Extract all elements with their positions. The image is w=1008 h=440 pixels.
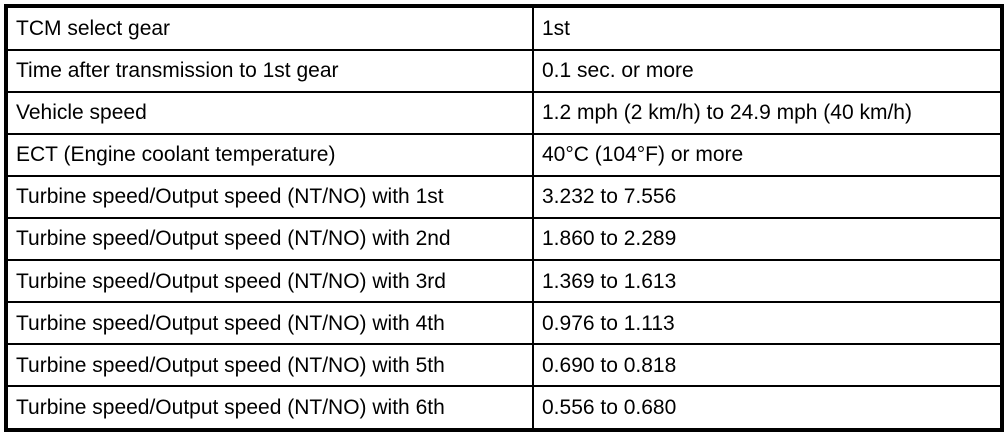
row-value: 3.232 to 7.556 (532, 174, 1003, 219)
row-value: 0.690 to 0.818 (532, 343, 1003, 388)
row-value: 0.976 to 1.113 (532, 301, 1003, 346)
table-row: Turbine speed/Output speed (NT/NO) with … (5, 174, 1003, 219)
table-row: Turbine speed/Output speed (NT/NO) with … (5, 343, 1003, 388)
row-label: Turbine speed/Output speed (NT/NO) with … (5, 174, 534, 219)
table-row: Turbine speed/Output speed (NT/NO) with … (5, 385, 1003, 431)
table-row: Time after transmission to 1st gear 0.1 … (5, 48, 1003, 93)
table-row: Turbine speed/Output speed (NT/NO) with … (5, 216, 1003, 262)
row-label: Turbine speed/Output speed (NT/NO) with … (5, 259, 534, 304)
row-value: 0.1 sec. or more (532, 48, 1003, 93)
row-value: 1.860 to 2.289 (532, 216, 1003, 262)
row-label: ECT (Engine coolant temperature) (5, 132, 534, 177)
monitor-condition-table: TCM select gear 1st Time after transmiss… (4, 4, 1004, 432)
row-label: Turbine speed/Output speed (NT/NO) with … (5, 301, 534, 346)
table-row: ECT (Engine coolant temperature) 40°C (1… (5, 132, 1003, 177)
row-label: Turbine speed/Output speed (NT/NO) with … (5, 385, 534, 431)
row-label: TCM select gear (5, 5, 534, 51)
table-row: Turbine speed/Output speed (NT/NO) with … (5, 259, 1003, 304)
row-value: 40°C (104°F) or more (532, 132, 1003, 177)
row-label: Turbine speed/Output speed (NT/NO) with … (5, 216, 534, 262)
row-value: 1.369 to 1.613 (532, 259, 1003, 304)
row-label: Turbine speed/Output speed (NT/NO) with … (5, 343, 534, 388)
table-row: Vehicle speed 1.2 mph (2 km/h) to 24.9 m… (5, 90, 1003, 135)
table-row: TCM select gear 1st (5, 5, 1003, 51)
specification-table-page: TCM select gear 1st Time after transmiss… (0, 4, 1008, 440)
row-value: 1.2 mph (2 km/h) to 24.9 mph (40 km/h) (532, 90, 1003, 135)
row-value: 0.556 to 0.680 (532, 385, 1003, 431)
row-label: Time after transmission to 1st gear (5, 48, 534, 93)
row-label: Vehicle speed (5, 90, 534, 135)
row-value: 1st (532, 5, 1003, 51)
table-row: Turbine speed/Output speed (NT/NO) with … (5, 301, 1003, 346)
